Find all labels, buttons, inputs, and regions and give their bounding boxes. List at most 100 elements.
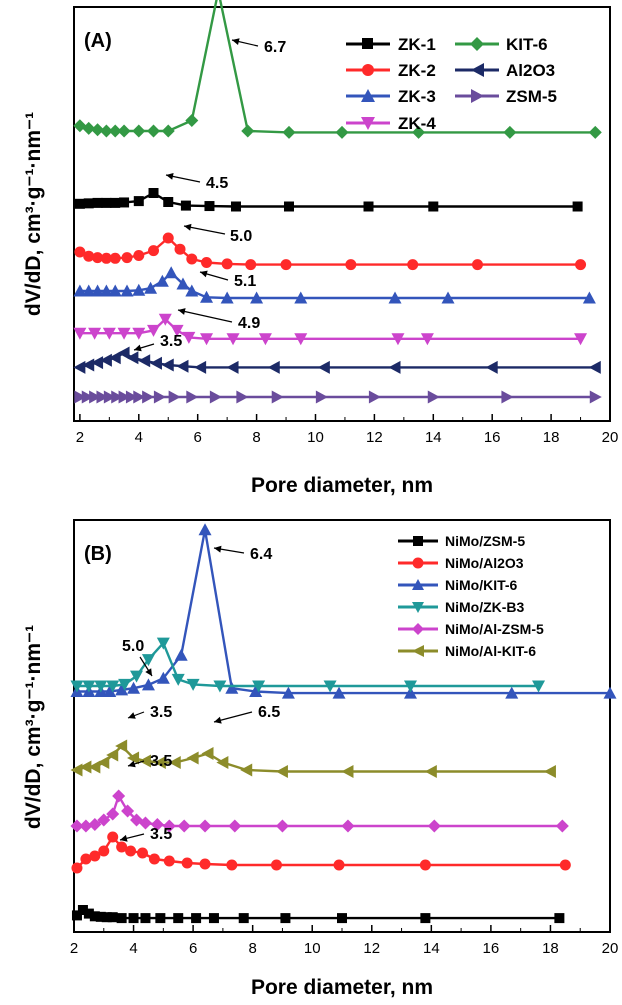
data-point-zk-1: [204, 201, 215, 212]
data-point-nimo-al2o3: [419, 859, 431, 871]
data-point-nimo-zsm-5: [95, 911, 106, 922]
data-point-al2o3: [267, 360, 280, 374]
data-point-nimo-zsm-5: [116, 913, 127, 924]
data-point-nimo-al-kit-6: [341, 765, 354, 778]
panel-a-x-tick-label-20: 20: [602, 429, 619, 446]
data-point-nimo-al2o3: [89, 850, 101, 862]
annotation-al2o3-3-5: 3.5: [133, 333, 182, 352]
series-al2o3: [73, 346, 601, 374]
data-point-zk-2: [186, 253, 198, 265]
series-zk-2: [74, 232, 587, 271]
data-point-zk-1: [119, 197, 130, 208]
data-point-al2o3: [388, 360, 401, 374]
data-point-zsm-5: [111, 390, 124, 404]
data-point-nimo-zsm-5: [155, 913, 166, 924]
data-point-nimo-al-zsm-5: [228, 819, 242, 833]
data-point-nimo-al2o3: [80, 853, 92, 865]
data-point-al2o3: [91, 356, 104, 370]
data-point-nimo-zk-b3: [213, 680, 227, 693]
data-point-zk-2: [345, 259, 357, 271]
legend-marker-al2o3: [471, 63, 484, 77]
data-point-nimo-al-zsm-5: [150, 818, 164, 831]
series-zk-1: [74, 188, 583, 212]
data-point-zk-4: [391, 333, 405, 346]
data-point-al2o3: [485, 360, 498, 374]
series-zk-4: [73, 313, 588, 346]
data-point-nimo-zsm-5: [238, 913, 249, 924]
data-point-kit-6: [99, 124, 113, 138]
legend-marker-nimo-al-kit-6: [412, 645, 424, 657]
data-point-nimo-al-kit-6: [88, 760, 101, 774]
data-point-nimo-al2o3: [107, 831, 119, 843]
legend-item-zk-4: ZK-4: [346, 114, 436, 133]
legend-label-nimo-zsm-5: NiMo/ZSM-5: [445, 533, 525, 549]
legend-marker-nimo-zk-b3: [412, 602, 424, 613]
data-point-al2o3: [176, 359, 189, 373]
panel-a-x-tick-label-6: 6: [194, 429, 202, 446]
data-point-kit-6: [117, 124, 131, 138]
data-point-zk-1: [74, 198, 85, 209]
series-line-zk-4: [79, 318, 581, 340]
data-point-nimo-zk-b3: [94, 680, 108, 693]
data-point-zsm-5: [168, 390, 181, 404]
data-point-nimo-al-zsm-5: [162, 819, 176, 833]
data-point-zk-4: [574, 333, 588, 346]
legend-label-nimo-al2o3: NiMo/Al2O3: [445, 555, 524, 571]
legend-marker-nimo-al2o3: [412, 557, 424, 569]
panel-b-x-tick-label-12: 12: [363, 940, 380, 957]
data-point-zk-3: [132, 283, 146, 296]
data-point-al2o3: [117, 346, 130, 360]
data-point-nimo-al-kit-6: [79, 760, 92, 774]
data-point-nimo-al2o3: [559, 859, 571, 871]
data-point-nimo-zsm-5: [280, 913, 291, 924]
data-point-nimo-kit-6: [127, 681, 141, 694]
data-point-zk-4: [117, 327, 131, 340]
panel-b-y-axis-title: dV/dD, cm³·g⁻¹·nm⁻¹: [22, 625, 45, 829]
panel-a-annotations: 6.7 4.5 5.0 5.1 4.9 3.5: [133, 38, 286, 352]
data-point-zk-3: [176, 277, 190, 290]
data-point-zk-3: [441, 291, 455, 304]
data-point-al2o3: [226, 360, 239, 374]
data-point-zk-2: [245, 259, 257, 271]
data-point-zk-3: [144, 281, 158, 294]
data-point-nimo-zk-b3: [186, 678, 200, 691]
data-point-al2o3: [99, 353, 112, 367]
data-point-zk-1: [180, 200, 191, 211]
data-point-zsm-5: [133, 390, 146, 404]
data-point-zk-2: [133, 250, 145, 261]
panel-b-x-tick-label-4: 4: [129, 940, 137, 957]
data-point-nimo-al-zsm-5: [138, 816, 152, 830]
data-point-zsm-5: [81, 390, 94, 404]
panel-b-x-tick-label-8: 8: [248, 940, 256, 957]
annotation-zk-1-4-5: 4.5: [165, 173, 228, 192]
data-point-kit-6: [282, 125, 296, 139]
data-point-nimo-zk-b3: [106, 680, 120, 693]
data-point-nimo-zsm-5: [101, 912, 112, 923]
data-point-zk-2: [471, 259, 483, 271]
data-point-zsm-5: [125, 390, 138, 404]
data-point-zk-2: [148, 245, 160, 257]
data-point-zk-2: [201, 257, 213, 268]
annotation-label: 5.1: [234, 273, 256, 290]
annotation-arrow-head: [178, 308, 186, 315]
annotation-label: 3.5: [150, 704, 172, 721]
panel-b-label: (B): [84, 543, 112, 565]
data-point-nimo-al-kit-6: [424, 765, 437, 778]
data-point-al2o3: [149, 356, 162, 370]
data-point-kit-6: [161, 124, 175, 138]
panel-a-label: (A): [84, 30, 112, 52]
annotation-label: 4.9: [238, 315, 260, 332]
annotation-label: 6.7: [264, 39, 286, 56]
series-line-zk-3: [79, 271, 590, 300]
data-point-nimo-zk-b3: [70, 680, 84, 693]
data-point-nimo-al-kit-6: [97, 756, 110, 769]
panel-a-x-tick-label-8: 8: [252, 429, 260, 446]
legend-label-nimo-al-kit-6: NiMo/Al-KIT-6: [445, 643, 536, 659]
panel-b-x-tick-label-14: 14: [423, 940, 440, 957]
data-point-zsm-5: [103, 390, 116, 404]
data-point-zsm-5: [186, 390, 199, 404]
data-point-nimo-al-zsm-5: [106, 807, 120, 821]
data-point-zk-3: [582, 291, 596, 304]
panel-a-x-tick-label-2: 2: [76, 429, 84, 446]
data-point-al2o3: [194, 360, 207, 374]
